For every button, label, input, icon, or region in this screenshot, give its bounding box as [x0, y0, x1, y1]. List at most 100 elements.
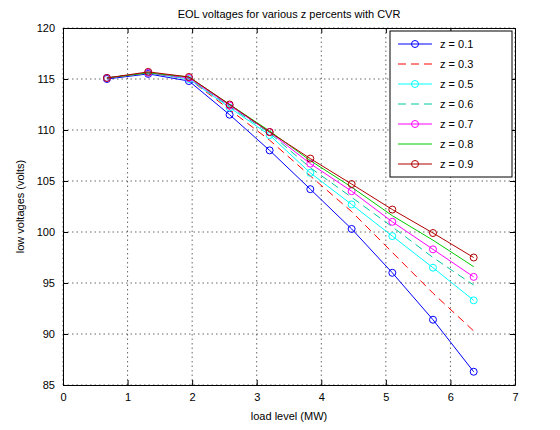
axis-line — [64, 28, 516, 29]
marker — [307, 155, 314, 162]
tick-label: 5 — [383, 391, 389, 403]
marker — [266, 129, 273, 136]
axis-line — [515, 29, 516, 386]
tick-label: 120 — [37, 22, 55, 34]
tick-label: 6 — [448, 391, 454, 403]
x-tick: 5 — [383, 380, 389, 403]
tick-mark — [510, 181, 515, 182]
marker — [429, 246, 436, 253]
marker — [348, 201, 355, 208]
y-tick-right — [510, 283, 515, 284]
y-tick: 90 — [43, 328, 68, 340]
marker — [226, 111, 233, 118]
chart: 0 1 2 3 4 5 6 7 85 90 95 100 105 110 115 120 EOL voltage… — [0, 0, 560, 430]
grid-line-y — [63, 385, 515, 386]
x-tick: 3 — [254, 380, 260, 403]
grid-line-y — [63, 283, 515, 284]
marker — [389, 269, 396, 276]
y-tick-right — [510, 334, 515, 335]
marker — [470, 254, 477, 261]
tick-label: 1 — [125, 391, 131, 403]
tick-mark — [510, 283, 515, 284]
legend-label: z = 0.6 — [440, 98, 473, 110]
y-tick: 100 — [37, 226, 68, 238]
legend: z = 0.1z = 0.3z = 0.5z = 0.6z = 0.7z = 0… — [390, 31, 512, 177]
x-axis: 0 1 2 3 4 5 6 7 — [60, 380, 518, 403]
legend-line — [398, 144, 432, 145]
tick-mark — [192, 28, 193, 33]
marker — [470, 297, 477, 304]
legend-marker — [412, 81, 419, 88]
legend-line — [398, 164, 432, 165]
y-axis: 85 90 95 100 105 110 115 120 — [37, 22, 68, 391]
x-tick-top — [386, 28, 387, 33]
tick-label: 3 — [254, 391, 260, 403]
grid-line-y — [63, 232, 515, 233]
tick-mark — [192, 380, 193, 385]
marker — [266, 147, 273, 154]
y-tick: 115 — [37, 73, 68, 85]
axis-line — [64, 385, 516, 386]
tick-mark — [510, 385, 515, 386]
grid-line-x — [256, 28, 257, 385]
axis-line — [63, 29, 64, 386]
y-axis-title: low voltages (volts) — [14, 160, 26, 254]
grid-line-x — [385, 28, 386, 385]
y-tick-right — [510, 181, 515, 182]
marker — [348, 181, 355, 188]
y-tick: 105 — [37, 175, 68, 187]
tick-mark — [321, 380, 322, 385]
x-tick-top — [257, 28, 258, 33]
legend-label: z = 0.8 — [440, 138, 473, 150]
tick-mark — [386, 380, 387, 385]
tick-label: 4 — [319, 391, 325, 403]
tick-label: 85 — [43, 379, 55, 391]
grid — [63, 28, 515, 385]
y-tick-right — [510, 28, 515, 29]
tick-mark — [386, 28, 387, 33]
marker — [389, 218, 396, 225]
y-tick: 95 — [43, 277, 68, 289]
grid-line-y — [63, 334, 515, 335]
tick-mark — [128, 28, 129, 33]
legend-label: z = 0.7 — [440, 118, 473, 130]
legend-line — [398, 104, 432, 105]
tick-mark — [63, 181, 68, 182]
marker — [429, 316, 436, 323]
y-tick: 85 — [43, 379, 68, 391]
tick-label: 115 — [37, 73, 55, 85]
y-tick: 110 — [37, 124, 68, 136]
tick-mark — [128, 380, 129, 385]
marker — [103, 74, 110, 81]
marker — [348, 225, 355, 232]
marker — [429, 264, 436, 271]
legend-label: z = 0.5 — [440, 78, 473, 90]
y-tick-right — [510, 232, 515, 233]
tick-mark — [510, 28, 515, 29]
tick-label: 2 — [190, 391, 196, 403]
x-tick-top — [321, 28, 322, 33]
tick-mark — [257, 380, 258, 385]
tick-label: 0 — [60, 391, 66, 403]
marker — [470, 368, 477, 375]
tick-mark — [63, 232, 68, 233]
legend-marker — [412, 161, 419, 168]
tick-mark — [510, 334, 515, 335]
grid-line-x — [321, 28, 322, 385]
tick-label: 105 — [37, 175, 55, 187]
marker — [307, 186, 314, 193]
x-tick-top — [128, 28, 129, 33]
grid-line-x — [127, 28, 128, 385]
tick-label: 110 — [37, 124, 55, 136]
legend-line — [398, 64, 432, 65]
x-tick: 4 — [319, 380, 325, 403]
grid-line-x — [63, 28, 64, 385]
marker — [145, 68, 152, 75]
title: EOL voltages for various z percents with… — [178, 8, 401, 20]
x-axis-title: load level (MW) — [251, 410, 327, 422]
legend-marker — [412, 121, 419, 128]
tick-label: 95 — [43, 277, 55, 289]
tick-mark — [510, 232, 515, 233]
tick-label: 7 — [512, 391, 518, 403]
marker — [185, 73, 192, 80]
